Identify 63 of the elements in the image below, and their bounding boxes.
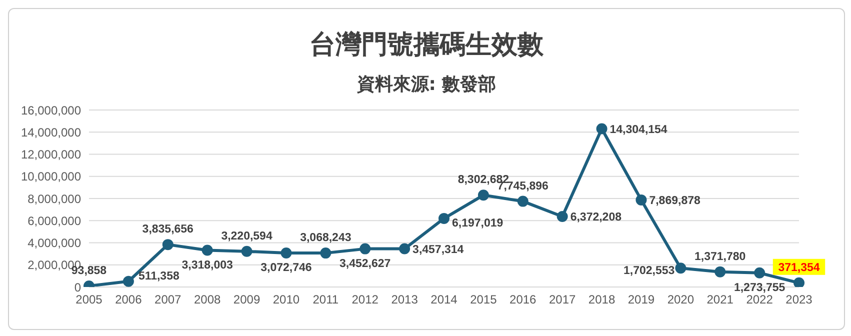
- data-label: 1,702,553: [623, 265, 675, 278]
- point: [794, 277, 804, 287]
- point: [636, 194, 647, 206]
- point: [675, 262, 686, 274]
- point: [162, 239, 174, 250]
- point: [280, 248, 292, 259]
- point: [360, 243, 371, 254]
- point: [517, 196, 528, 207]
- y-tick-label: 0: [74, 280, 82, 294]
- data-label: 3,220,594: [221, 230, 273, 242]
- point: [714, 266, 726, 278]
- data-label: 511,358: [138, 270, 180, 282]
- x-tick-label: 2021: [706, 292, 734, 307]
- x-tick-label: 2018: [588, 292, 616, 307]
- data-label: 7,869,878: [649, 194, 701, 207]
- x-tick-label: 2008: [194, 292, 222, 307]
- point: [596, 123, 608, 134]
- point: [399, 243, 410, 254]
- x-tick-label: 2012: [352, 292, 379, 307]
- data-label: 3,068,243: [300, 232, 352, 244]
- point: [122, 276, 134, 287]
- data-label: 1,273,755: [734, 282, 786, 294]
- x-tick-label: 2014: [430, 292, 458, 307]
- point: [754, 267, 766, 278]
- data-label: 14,304,154: [610, 124, 668, 136]
- data-label: 3,318,003: [182, 259, 233, 272]
- x-tick-label: 2010: [272, 292, 300, 307]
- data-label: 371,354: [778, 262, 820, 274]
- x-tick-label: 2005: [76, 292, 103, 307]
- data-label: 3,457,314: [412, 244, 464, 256]
- chart-subtitle: 資料來源: 數發部: [356, 73, 498, 96]
- x-tick-label: 2006: [115, 292, 142, 307]
- x-tick-label: 2016: [510, 292, 537, 307]
- x-tick-label: 2015: [470, 292, 498, 307]
- x-tick-label: 2020: [667, 292, 694, 307]
- x-tick-label: 2013: [391, 292, 418, 307]
- y-tick-label: 12,000,000: [20, 148, 82, 162]
- data-label: 3,072,746: [260, 262, 312, 274]
- point: [202, 244, 213, 256]
- y-tick-label: 8,000,000: [28, 192, 82, 206]
- x-tick-label: 2007: [154, 292, 182, 307]
- point: [320, 248, 332, 259]
- data-label: 3,835,656: [142, 224, 194, 236]
- x-tick-label: 2019: [628, 292, 655, 307]
- x-tick-label: 2011: [312, 292, 339, 307]
- data-label: 3,452,627: [340, 258, 391, 270]
- point: [478, 190, 489, 201]
- point: [438, 212, 450, 224]
- point: [556, 211, 568, 222]
- data-label: 6,372,208: [570, 212, 622, 224]
- y-tick-label: 14,000,000: [20, 125, 82, 140]
- y-tick-label: 4,000,000: [28, 236, 82, 250]
- x-tick-label: 2023: [786, 292, 813, 307]
- x-tick-label: 2017: [548, 292, 576, 307]
- y-tick-label: 10,000,000: [20, 170, 82, 184]
- x-tick-label: 2022: [746, 292, 774, 307]
- x-tick-label: 2009: [233, 292, 260, 307]
- point: [241, 246, 252, 257]
- data-label: 1,371,780: [694, 250, 746, 263]
- data-label: 6,197,019: [452, 217, 504, 230]
- chart-title: 台灣門號攜碼生效數: [308, 29, 544, 62]
- y-tick-label: 6,000,000: [28, 214, 82, 228]
- y-tick-label: 16,000,000: [20, 103, 82, 118]
